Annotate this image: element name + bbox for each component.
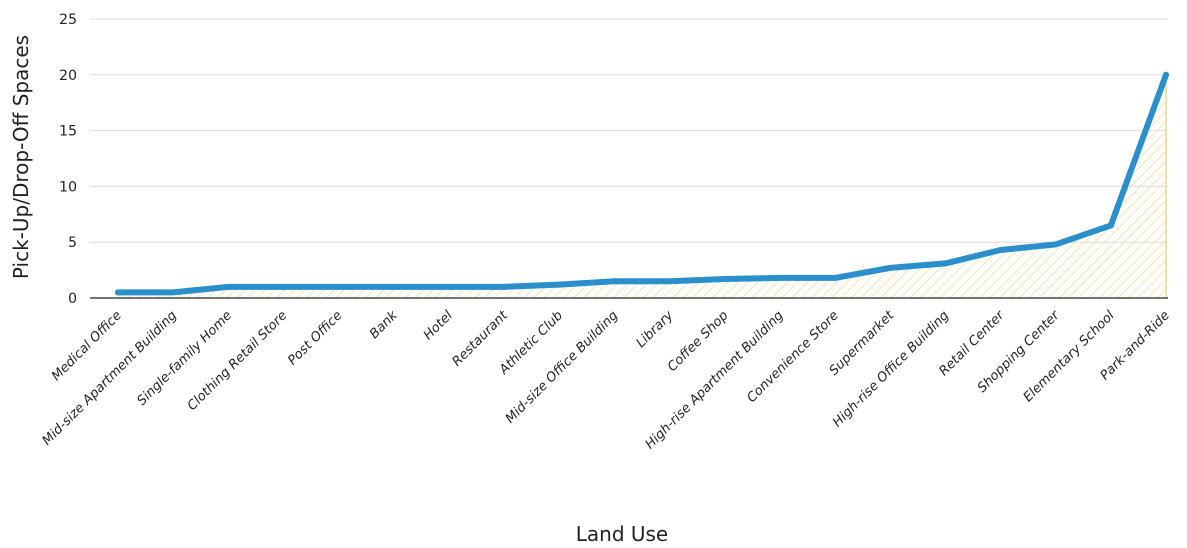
x-tick-label: Mid-size Office Building (503, 308, 621, 426)
data-point (501, 283, 508, 290)
x-tick-label: Convenience Store (744, 308, 842, 406)
data-point (556, 281, 563, 288)
data-point (445, 283, 452, 290)
x-axis-title: Land Use (576, 522, 669, 546)
gridlines (90, 18, 1168, 243)
data-point (942, 260, 949, 267)
x-tick-label: Library (634, 308, 677, 351)
area-fill-layer (118, 74, 1167, 298)
data-point (776, 274, 783, 281)
data-point (1163, 71, 1169, 78)
x-tick-label: Bank (367, 308, 401, 342)
y-axis-title: Pick-Up/Drop-Off Spaces (9, 35, 33, 279)
data-point (997, 247, 1004, 254)
data-point (390, 283, 397, 290)
y-tick-label: 0 (68, 291, 77, 307)
x-tick-label: Clothing Retail Store (185, 308, 291, 414)
data-point (170, 289, 177, 296)
data-point (1107, 222, 1114, 229)
y-tick-labels: 0 5 10 15 20 25 (59, 12, 77, 307)
data-point (280, 283, 287, 290)
data-point (1052, 241, 1059, 248)
data-point (666, 278, 673, 285)
data-point (832, 274, 839, 281)
series-line-layer (115, 71, 1169, 296)
y-tick-label: 10 (59, 179, 77, 195)
data-point (887, 264, 894, 271)
data-point (115, 289, 121, 296)
series-line (115, 71, 1169, 296)
x-tick-label: High-rise Office Building (830, 308, 952, 430)
y-tick-label: 25 (59, 12, 77, 28)
x-tick-label: Single-family Home (135, 308, 236, 409)
x-tick-label: Hotel (421, 308, 456, 343)
y-tick-label: 5 (68, 235, 77, 251)
y-tick-label: 15 (59, 124, 77, 140)
y-tick-label: 20 (59, 68, 77, 84)
data-point (335, 283, 342, 290)
data-point (611, 278, 618, 285)
data-point (721, 276, 728, 283)
area-fill (118, 74, 1166, 298)
x-tick-label: Elementary School (1021, 308, 1118, 405)
data-point (225, 283, 232, 290)
x-tick-label: Post Office (285, 308, 345, 368)
